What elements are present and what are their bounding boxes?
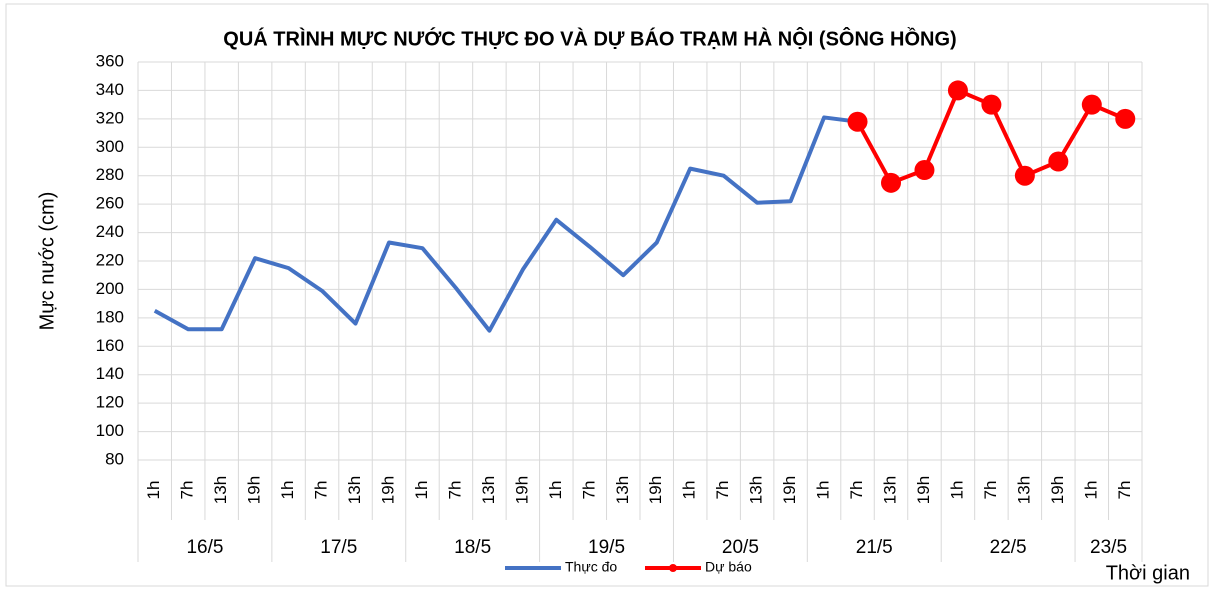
group-label: 21/5 [856, 537, 893, 558]
x-tick-label: 7h [178, 481, 197, 500]
x-tick-label: 1h [278, 481, 297, 500]
x-tick-label: 7h [579, 481, 598, 500]
y-tick-label: 180 [96, 307, 124, 326]
y-axis-label: Mực nước (cm) [36, 192, 58, 331]
x-tick-label: 1h [546, 481, 565, 500]
series-marker [947, 80, 968, 101]
x-axis-label: Thời gian [1106, 562, 1190, 584]
group-label: 18/5 [454, 537, 491, 558]
y-tick-label: 100 [96, 421, 124, 440]
x-tick-label: 7h [847, 481, 866, 500]
series-marker [1014, 165, 1035, 186]
x-tick-label: 13h [880, 476, 899, 504]
x-tick-label: 19h [378, 476, 397, 504]
y-tick-label: 300 [96, 137, 124, 156]
series-marker [981, 94, 1002, 115]
x-tick-label: 13h [345, 476, 364, 504]
series-line [153, 115, 858, 333]
chart-title: QUÁ TRÌNH MỰC NƯỚC THỰC ĐO VÀ DỰ BÁO TRẠ… [223, 26, 956, 50]
series-marker [914, 160, 935, 181]
x-tick-label: 13h [1014, 476, 1033, 504]
x-tick-label: 1h [814, 481, 833, 500]
x-tick-label: 19h [646, 476, 665, 504]
y-tick-label: 340 [96, 80, 124, 99]
x-tick-label: 1h [680, 481, 699, 500]
legend-label: Thực đo [565, 559, 617, 575]
x-tick-label: 1h [412, 481, 431, 500]
legend-marker [669, 564, 677, 572]
group-label: 23/5 [1090, 537, 1127, 558]
group-label: 17/5 [320, 537, 357, 558]
x-tick-label: 19h [245, 476, 264, 504]
x-tick-label: 13h [747, 476, 766, 504]
series-marker [1115, 108, 1136, 129]
x-tick-label: 7h [713, 481, 732, 500]
x-tick-label: 1h [1081, 481, 1100, 500]
series-marker [1048, 151, 1069, 172]
x-tick-label: 7h [1115, 481, 1134, 500]
y-tick-label: 120 [96, 393, 124, 412]
y-tick-label: 80 [105, 449, 124, 468]
legend-label: Dự báo [705, 559, 752, 575]
series-marker [881, 172, 901, 193]
y-tick-label: 360 [96, 51, 124, 70]
y-tick-label: 200 [96, 279, 124, 298]
x-tick-label: 13h [211, 476, 230, 504]
y-tick-label: 160 [96, 336, 124, 355]
group-label: 16/5 [186, 537, 223, 558]
x-tick-label: 19h [780, 476, 799, 504]
y-tick-label: 140 [96, 364, 124, 383]
x-tick-label: 1h [144, 481, 163, 500]
group-label: 20/5 [722, 537, 759, 558]
y-tick-label: 240 [96, 222, 124, 241]
x-tick-label: 19h [512, 476, 531, 504]
x-tick-label: 7h [312, 481, 331, 500]
y-tick-label: 260 [96, 194, 124, 213]
x-tick-label: 13h [613, 476, 632, 504]
x-tick-label: 19h [914, 476, 933, 504]
x-tick-label: 7h [981, 481, 1000, 500]
series-marker [1081, 94, 1102, 115]
x-tick-label: 7h [445, 481, 464, 500]
y-tick-label: 280 [96, 165, 124, 184]
group-label: 19/5 [588, 537, 625, 558]
x-tick-label: 1h [947, 481, 966, 500]
x-tick-label: 13h [479, 476, 498, 504]
group-label: 22/5 [990, 537, 1027, 558]
y-tick-label: 320 [96, 108, 124, 127]
y-tick-label: 220 [96, 250, 124, 269]
series-marker [847, 111, 868, 132]
x-tick-label: 19h [1048, 476, 1067, 504]
